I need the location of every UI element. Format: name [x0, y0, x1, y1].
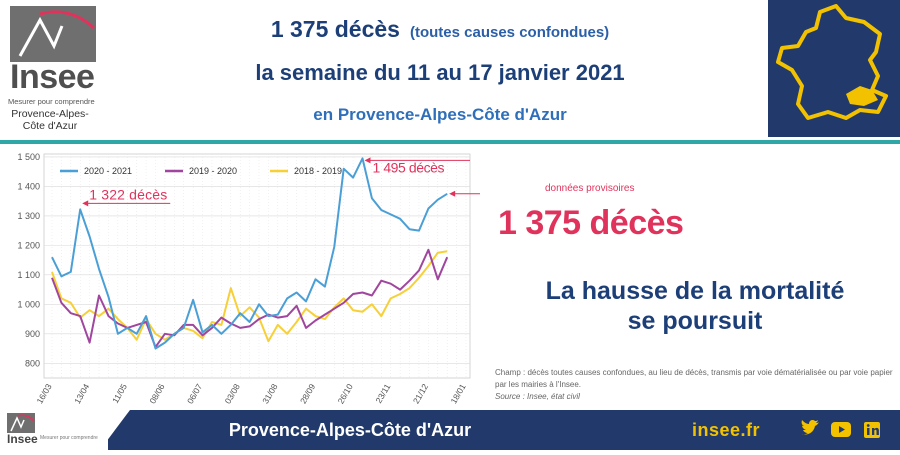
- y-tick-label: 1 400: [17, 181, 40, 191]
- annotation-arrowhead: [364, 157, 371, 164]
- y-tick-label: 1 300: [17, 211, 40, 221]
- logo-region-line1: Provence-Alpes-: [11, 108, 89, 120]
- logo-tagline: Mesurer pour comprendre: [8, 97, 95, 106]
- headline-count: 1 375 décès (toutes causes confondues): [130, 16, 750, 43]
- divider-bar: [0, 140, 900, 144]
- x-tick-label: 16/03: [34, 382, 53, 406]
- insee-logo: Insee Mesurer pour comprendre Provence-A…: [0, 0, 128, 140]
- x-tick-label: 13/04: [72, 382, 91, 406]
- footer-site-link[interactable]: insee.fr: [692, 420, 761, 440]
- y-tick-label: 1 000: [17, 299, 40, 309]
- provisional-arrowhead: [449, 190, 456, 197]
- series-line-2018-2019: [51, 250, 448, 343]
- chart-annotations: 1 322 décès 1 495 décès: [82, 157, 480, 207]
- y-tick-label: 900: [25, 329, 40, 339]
- x-tick-label: 21/12: [411, 382, 430, 406]
- legend-label: 2020 - 2021: [84, 166, 132, 176]
- latest-count: 1 375 décès: [498, 204, 684, 242]
- x-tick-label: 31/08: [260, 382, 279, 406]
- footer-region: Provence-Alpes-Côte d'Azur: [228, 420, 472, 440]
- legend-label: 2019 - 2020: [189, 166, 237, 176]
- y-tick-label: 1 200: [17, 240, 40, 250]
- x-tick-label: 28/09: [298, 382, 317, 406]
- key-message-line2: se poursuit: [627, 307, 763, 335]
- footer-logo[interactable]: Insee Mesurer pour comprendre: [4, 410, 108, 450]
- series-line-2020-2021: [51, 157, 448, 350]
- chart-legend: 2020 - 2021 2019 - 2020 2018 - 2019: [60, 166, 342, 176]
- legend-label: 2018 - 2019: [294, 166, 342, 176]
- y-tick-label: 1 100: [17, 270, 40, 280]
- y-tick-label: 800: [25, 358, 40, 368]
- x-tick-label: 23/11: [373, 382, 392, 405]
- scope-note: Champ : décès toutes causes confondues, …: [495, 368, 893, 389]
- x-tick-label: 18/01: [448, 382, 467, 406]
- plot-area: [43, 153, 471, 379]
- footer-logo-word: Insee: [7, 432, 38, 446]
- x-tick-label: 03/08: [223, 382, 242, 406]
- footer-logo-tagline: Mesurer pour comprendre: [40, 435, 98, 441]
- headline-region: en Provence-Alpes-Côte d'Azur: [313, 105, 567, 124]
- footer-bar: [100, 410, 900, 450]
- footer: Insee Mesurer pour comprendre Provence-A…: [0, 410, 900, 450]
- annotation-peak-spring: 1 322 décès: [89, 186, 167, 202]
- annotation-arrowhead: [82, 200, 89, 207]
- headline-week: la semaine du 11 au 17 janvier 2021: [255, 60, 625, 85]
- youtube-icon[interactable]: [830, 410, 852, 450]
- headline-count-value: 1 375 décès: [270, 16, 400, 42]
- provisional-label: données provisoires: [545, 183, 635, 194]
- chart-grid: [43, 153, 471, 379]
- logo-region-line2: Côte d'Azur: [22, 120, 78, 132]
- headline-count-note: (toutes causes confondues): [409, 24, 610, 41]
- insee-logo-mark: [10, 6, 96, 62]
- chart-series: [51, 157, 449, 350]
- logo-word: Insee: [10, 58, 95, 96]
- linkedin-icon[interactable]: [862, 410, 882, 450]
- france-map-icon: [768, 0, 900, 137]
- x-tick-label: 08/06: [147, 382, 166, 406]
- key-message: La hausse de la mortalité se poursuit: [490, 276, 900, 336]
- source-text: Source : Insee, état civil: [495, 392, 580, 401]
- key-message-line1: La hausse de la mortalité: [545, 277, 845, 305]
- footer-logo-mark: [7, 413, 35, 433]
- x-tick-label: 26/10: [336, 382, 355, 406]
- x-tick-label: 06/07: [185, 382, 204, 406]
- annotation-peak-autumn: 1 495 décès: [373, 159, 445, 175]
- y-tick-label: 1 500: [17, 152, 40, 162]
- x-tick-label: 11/05: [110, 382, 129, 405]
- mortality-line-chart: 800 900 1 000 1 100 1 200 1 300 1 400 1 500 16/0…: [17, 152, 480, 406]
- source-note: Champ : décès toutes causes confondues, …: [495, 367, 895, 403]
- series-line-2019-2020: [51, 248, 449, 349]
- twitter-icon[interactable]: [800, 410, 822, 450]
